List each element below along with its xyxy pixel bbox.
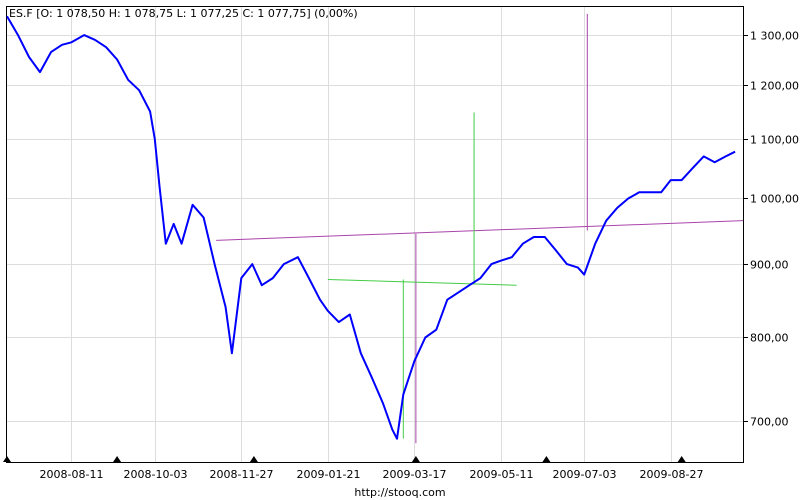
event-marker <box>677 456 686 462</box>
x-tick-label: 2009-01-21 <box>297 468 361 481</box>
event-marker <box>542 456 551 462</box>
series-line <box>6 15 736 440</box>
overlay-lines <box>216 13 744 444</box>
x-tick-label: 2008-11-27 <box>210 468 274 481</box>
x-tick-label: 2008-10-03 <box>124 468 188 481</box>
x-tick-label: 2009-07-03 <box>553 468 617 481</box>
chart-title: ES.F [O: 1 078,50 H: 1 078,75 L: 1 077,2… <box>9 7 358 20</box>
y-tick-label: 900,00 <box>750 259 789 272</box>
y-tick-label: 700,00 <box>750 416 789 429</box>
overlay-line <box>327 279 517 286</box>
x-tick-label: 2009-03-17 <box>383 468 447 481</box>
y-tick-label: 1 200,00 <box>750 80 799 93</box>
chart-footer: http://stooq.com <box>354 486 445 499</box>
y-tick-label: 1 300,00 <box>750 30 799 43</box>
event-marker <box>3 456 11 462</box>
grid <box>7 7 743 462</box>
plot-frame <box>6 6 744 463</box>
y-tick-label: 1 100,00 <box>750 134 799 147</box>
y-axis: 700,00 800,00 900,00 1 000,00 1 100,00 1 200,… <box>743 30 799 429</box>
y-tick-label: 1 000,00 <box>750 193 799 206</box>
x-tick-label: 2009-05-11 <box>470 468 534 481</box>
x-axis: 2008-08-11 2008-10-03 2008-11-27 2009-01-21… <box>40 468 704 481</box>
event-marker <box>249 456 258 462</box>
event-marker <box>113 456 122 462</box>
event-markers <box>3 456 686 462</box>
y-tick-label: 800,00 <box>750 332 789 345</box>
overlay-line <box>216 220 744 241</box>
price-series <box>6 15 736 440</box>
x-tick-label: 2008-08-11 <box>40 468 104 481</box>
event-marker <box>411 456 420 462</box>
x-tick-label: 2009-08-27 <box>640 468 704 481</box>
